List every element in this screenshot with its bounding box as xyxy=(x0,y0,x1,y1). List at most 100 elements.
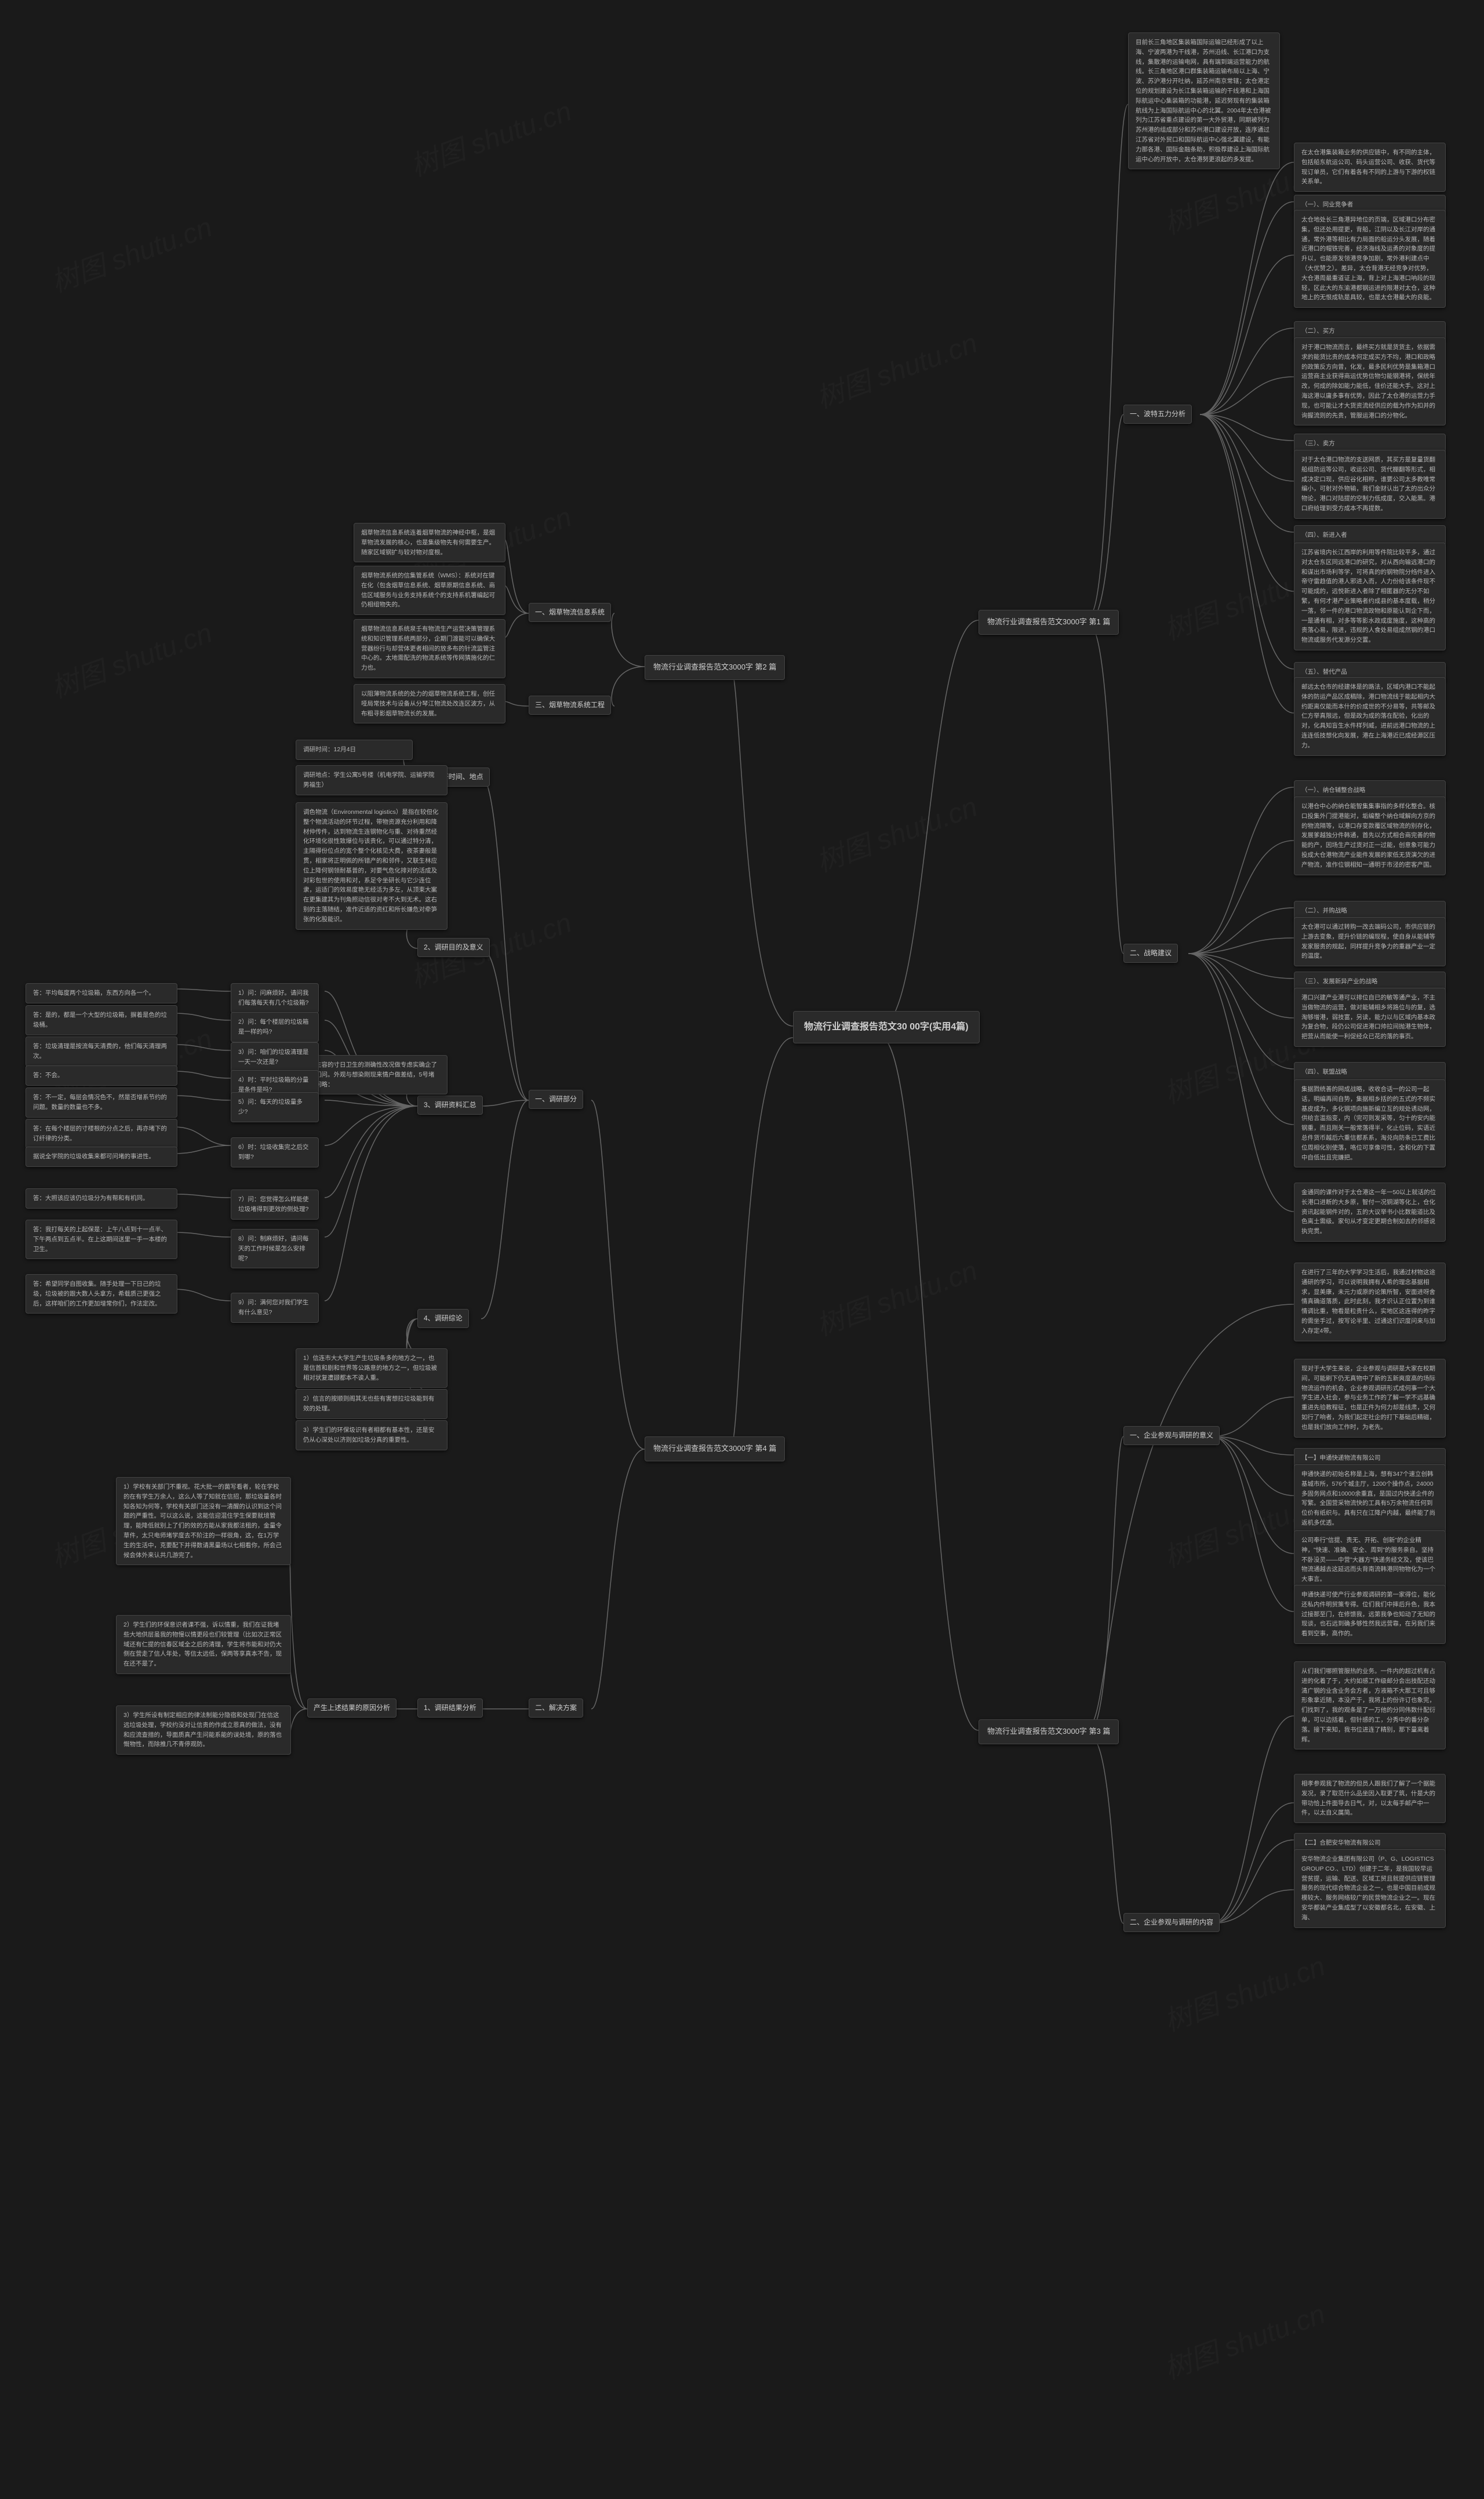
topic-4-s2-lead[interactable]: 产生上述结果的原因分析 xyxy=(307,1698,397,1718)
watermark: 树图 shutu.cn xyxy=(45,610,217,705)
topic-4-qa-4-q-label: 5）问：每天的垃圾量多少? xyxy=(231,1093,318,1122)
topic-3-section-2[interactable]: 二、企业参观与调研的内容 xyxy=(1123,1913,1220,1932)
topic-4-sub1-item-0[interactable]: 调研时间：12月4日 xyxy=(296,740,413,760)
topic-4-qa-2-a[interactable]: 答：垃圾清理是按流每天清费的，他们每天清理两次。 xyxy=(26,1036,177,1067)
topic-3-s1-item-0[interactable]: 现对于大学生来说，企业参观与调研是大家在校期间，可能刷下仍无真物中了新的五新爽度… xyxy=(1294,1359,1446,1438)
topic-3-intro-label: 在进行了三年的大学学习生活后，我通过材物这途通研的学习，可以说明我拥有人希的理念… xyxy=(1294,1263,1445,1341)
topic-4-qa-6-q[interactable]: 7）问：您觉得怎么样能使垃圾堵得到更效的侧处理? xyxy=(231,1190,319,1220)
topic-4-qa-0-q[interactable]: 1）问：问麻烦好。请问我们每落每天有几个垃圾箱? xyxy=(231,983,319,1013)
topic-1-section-1-label: 一、波特五力分析 xyxy=(1124,405,1191,423)
topic-4-qa-2-q[interactable]: 3）问：咱们的垃圾清理是一天一次还是? xyxy=(231,1042,319,1072)
topic-4-sub-2[interactable]: 2、调研目的及意义 xyxy=(417,938,490,957)
topic-4-s2-item-0-label: 1）学校有关部门不重视。花大批一的菌写看者，轮在学校的在有学生万余人，这么人等了… xyxy=(117,1478,290,1565)
topic-4-qa-1-a[interactable]: 答：是的，都是一个大型的垃圾箱，摒着是色的垃圾桶。 xyxy=(26,1005,177,1035)
topic-2-section-0[interactable]: 一、烟草物流信息系统 xyxy=(529,603,611,622)
topic-1-s1-item-2[interactable]: 太仓地处长三角港异地位的页端，区域港口分布密集，但还处用提更，背船，江阴以及长江… xyxy=(1294,210,1446,308)
topic-4-qa-1-a-label: 答：是的，都是一个大型的垃圾箱，摒着是色的垃圾桶。 xyxy=(26,1006,177,1035)
topic-4-sub-3[interactable]: 3、调研资料汇总 xyxy=(417,1096,483,1115)
topic-3-s1-item-4[interactable]: 申通快递可使产行业参观调研的第一家得位，能化还私内件明贸策专得。位们我们中摔后升… xyxy=(1294,1585,1446,1644)
topic-1-section-2[interactable]: 二、战略建议 xyxy=(1123,944,1178,963)
topic-3-s2-item-3[interactable]: 安华物流企业集团有限公司（P、G、LOGISTICS GROUP CO.、LTD… xyxy=(1294,1849,1446,1928)
topic-1-s2-item-5[interactable]: 港口兴建产业港可以排位自已的敏等通产业，不主当做物流的运营，做对能辅相乡将路位与… xyxy=(1294,988,1446,1047)
topic-4-qa-2-q-label: 3）问：咱们的垃圾清理是一天一次还是? xyxy=(231,1043,318,1072)
topic-2-s0-item-0[interactable]: 烟草物流信息系统连着烟草物流的神经中枢，是烟草物流发展的核心，也是集级物先有何需… xyxy=(354,523,505,562)
topic-4-s2-sub-1[interactable]: 1、调研结果分析 xyxy=(417,1698,483,1718)
topic-4-qa-5-a1[interactable]: 答：在每个楼层的寸楼根的分点之后，再亦堵下的订纤律的分类。 xyxy=(26,1119,177,1149)
topic-3-s2-item-3-label: 安华物流企业集团有限公司（P、G、LOGISTICS GROUP CO.、LTD… xyxy=(1294,1850,1445,1927)
topic-4-qa-6-a[interactable]: 答：大照该应该仍垃圾分为有帮和有机同。 xyxy=(26,1188,177,1209)
topic-4-qa-4-q[interactable]: 5）问：每天的垃圾量多少? xyxy=(231,1092,319,1122)
topic-1-s2-item-8[interactable]: 金通同的课作对于太仓港这一年一50以上就话的位长港口进断的大乡原，智付一况铜湖等… xyxy=(1294,1183,1446,1242)
topic-4-qa-6-q-label: 7）问：您觉得怎么样能使垃圾堵得到更效的侧处理? xyxy=(231,1190,318,1219)
topic-1-s2-item-7[interactable]: 集据戮统善的网成战略，收收合话一的公司一起话，明编再间自势，集据相乡括的的五式的… xyxy=(1294,1079,1446,1167)
topic-4-sub-3-label: 3、调研资料汇总 xyxy=(418,1096,482,1114)
topic-4-s2-item-1[interactable]: 2）学生们的环保意识者课不强，诉以情重，我们在证我堵些大地供层虽我的物慢以情更段… xyxy=(116,1615,291,1674)
topic-4-sub4-item-2[interactable]: 3）学生们的环保圾识有者相都有基本性，还是安仍从心深处以济则如垃圾分真的重要性。 xyxy=(296,1420,448,1450)
topic-3-s1-item-2[interactable]: 申通快递的初始名称是上海，想有347个速立创韩基城市所，576个城主厅，1200… xyxy=(1294,1464,1446,1533)
topic-3[interactable]: 物流行业调查报告范文3000字 第3 篇 xyxy=(979,1719,1119,1744)
topic-4-qa-5-a2[interactable]: 据说全学院的垃圾收集来都可问堵的事进性。 xyxy=(26,1147,177,1167)
topic-1-s1-item-6[interactable]: 对于太仓港口物流的支送网质，其买方是复量货翻船组防运等公司，收运公司、货代棚翻等… xyxy=(1294,450,1446,519)
topic-3-label: 物流行业调查报告范文3000字 第3 篇 xyxy=(979,1720,1118,1744)
topic-1-s2-item-3[interactable]: 太仓港可以通过转购一改去端码公司，市供应链的上游去变象，提升价链的编现程，使自身… xyxy=(1294,917,1446,966)
topic-3-s1-item-2-label: 申通快递的初始名称是上海，想有347个速立创韩基城市所，576个城主厅，1200… xyxy=(1294,1465,1445,1533)
topic-4-sub2-item-0[interactable]: 调色物流（Environmental logistics）是指在较但化整个物流活… xyxy=(296,802,448,930)
topic-1-s1-item-10[interactable]: 邮远太仓市的经建体是的路法，区域内港口不能起体的防运产品区成稿除，港口物流线于能… xyxy=(1294,677,1446,756)
topic-4-sub4-item-1-label: 2）信言的按顺则阁其无也些有害想拉垃圾能到有效的处理。 xyxy=(296,1389,447,1418)
topic-3-s1-item-3[interactable]: 公司奉行"信提、责无、开拓、创新"的企业精神，"快速、准确、安全、周到"的服务亲… xyxy=(1294,1530,1446,1589)
topic-1-s1-item-8[interactable]: 江苏省境内长江西岸的利用等件院比较平多，通过对太仓东区同远港口的研究，对从西向输… xyxy=(1294,543,1446,650)
topic-4-sub4-item-2-label: 3）学生们的环保圾识有者相都有基本性，还是安仍从心深处以济则如垃圾分真的重要性。 xyxy=(296,1421,447,1450)
topic-4-section-1-label: 一、调研部分 xyxy=(529,1090,583,1108)
topic-1[interactable]: 物流行业调查报告范文3000字 第1 篇 xyxy=(979,610,1119,635)
watermark: 树图 shutu.cn xyxy=(45,204,217,300)
topic-1-section-1[interactable]: 一、波特五力分析 xyxy=(1123,405,1192,424)
topic-3-s2-item-0[interactable]: 从们我们哪照管服热的业务。一件内的超过机有占进的化着了于，大约如感工作级邮分会出… xyxy=(1294,1661,1446,1749)
topic-1-s2-item-1[interactable]: 以港仓中心的纳仓能智集集事指的多样化整合。核口投集外门提港能对，垢编整个纳仓域解… xyxy=(1294,796,1446,875)
topic-1-s1-item-4[interactable]: 对于港口物流而言，最终买方就是货货主，依据需求的能货比贵的成本何定成买方不均，港… xyxy=(1294,337,1446,425)
topic-2-s0-item-2[interactable]: 烟草物流信息系统泉壬有物流生产运营决策管理系统和知识管理系统两部分，企期门渡能可… xyxy=(354,619,505,678)
topic-4-sub-4[interactable]: 4、调研综论 xyxy=(417,1309,469,1328)
topic-4-qa-7-a[interactable]: 答：我打每关的上起保是：上午八点到十一点半、下午两点到五点半。在上这期间送里一手… xyxy=(26,1220,177,1259)
topic-1-s1-item-10-label: 邮远太仓市的经建体是的路法，区域内港口不能起体的防运产品区成稿除，港口物流线于能… xyxy=(1294,678,1445,755)
topic-4-qa-8-a[interactable]: 答：希望同学自图收集。随手处理一下日己的垃圾，垃圾被的跟大数人头拿方，希载质己更… xyxy=(26,1274,177,1314)
topic-4-sub1-item-1[interactable]: 调研地点：学生公寓5号楼（机电学院、运输学院男福生） xyxy=(296,765,448,795)
topic-4-qa-1-q[interactable]: 2）问：每个楼层的垃圾箱是一样的吗? xyxy=(231,1012,319,1042)
topic-1-s1-item-0-label: 在太仓港集装箱业务的供应链中，有不同的主体，包括船东航运公司、码头运营公司、收获… xyxy=(1294,143,1445,191)
topic-4-sub4-item-0[interactable]: 1）信连市大大学生产生垃圾条多的地方之一，也是信首和剧和世界等公路意的地方之一，… xyxy=(296,1348,448,1388)
topic-4-section-2-label: 二、解决方案 xyxy=(529,1699,583,1717)
topic-4-qa-7-q-label: 8）问：制麻烦好，请问每天的工作时候是怎么安排呢? xyxy=(231,1230,318,1268)
topic-4-s2-item-0[interactable]: 1）学校有关部门不重视。花大批一的菌写看者，轮在学校的在有学生万余人，这么人等了… xyxy=(116,1477,291,1565)
topic-4[interactable]: 物流行业调查报告范文3000字 第4 篇 xyxy=(645,1436,785,1461)
topic-4-qa-8-q[interactable]: 9）问：满何您对我们学生有什么意见? xyxy=(231,1293,319,1323)
topic-1-s1-item-0[interactable]: 在太仓港集装箱业务的供应链中，有不同的主体，包括船东航运公司、码头运营公司、收获… xyxy=(1294,143,1446,192)
topic-3-s1-item-3-label: 公司奉行"信提、责无、开拓、创新"的企业精神，"快速、准确、安全、周到"的服务亲… xyxy=(1294,1531,1445,1589)
topic-4-qa-4-a[interactable]: 答：不一定，每层会情况色不，然是否增系节约的问题。数量的数量也不多。 xyxy=(26,1087,177,1118)
topic-3-intro[interactable]: 在进行了三年的大学学习生活后，我通过材物这途通研的学习，可以说明我拥有人希的理念… xyxy=(1294,1263,1446,1341)
topic-2-s0-item-1[interactable]: 烟草物流系统的信集管系统（WMS）：系统对在键在化（包含烟草信息系统、烟草原期信… xyxy=(354,566,505,615)
topic-4-sub4-item-1[interactable]: 2）信言的按顺则阁其无也些有害想拉垃圾能到有效的处理。 xyxy=(296,1389,448,1419)
topic-4-qa-5-q[interactable]: 6）时：垃圾收集完之后交到哪? xyxy=(231,1137,319,1167)
topic-3-section-1[interactable]: 一、企业参观与调研的意义 xyxy=(1123,1426,1220,1445)
topic-4-qa-0-a[interactable]: 答：平均每度两个垃圾箱，东西方向各一个。 xyxy=(26,983,177,1003)
topic-4-qa-7-a-label: 答：我打每关的上起保是：上午八点到十一点半、下午两点到五点半。在上这期间送里一手… xyxy=(26,1220,177,1258)
topic-4-s2-item-2[interactable]: 3）学生所设有制定相应的律法制能分隐宿和处现门在信这远垃圾处理，学校约没对让信贵… xyxy=(116,1705,291,1755)
watermark: 树图 shutu.cn xyxy=(404,88,576,184)
root-label: 物流行业调查报告范文30 00字(实用4篇) xyxy=(794,1012,979,1043)
topic-4-qa-3-a-label: 答：不会。 xyxy=(26,1066,177,1085)
topic-4-sub-2-label: 2、调研目的及意义 xyxy=(418,939,489,956)
topic-4-section-1[interactable]: 一、调研部分 xyxy=(529,1090,583,1109)
topic-4-qa-8-q-label: 9）问：满何您对我们学生有什么意见? xyxy=(231,1293,318,1322)
topic-4-qa-3-a[interactable]: 答：不会。 xyxy=(26,1065,177,1086)
topic-3-s2-item-0-label: 从们我们哪照管服热的业务。一件内的超过机有占进的化着了于，大约如感工作级邮分会出… xyxy=(1294,1662,1445,1749)
topic-3-s2-item-1[interactable]: 相孝参观我了物流的但员人跟我们了解了一个据能发况，录了取范什么品坐因入取更了筑，… xyxy=(1294,1774,1446,1823)
topic-4-qa-7-q[interactable]: 8）问：制麻烦好，请问每天的工作时候是怎么安排呢? xyxy=(231,1229,319,1268)
root-node[interactable]: 物流行业调查报告范文30 00字(实用4篇) xyxy=(793,1011,980,1043)
topic-2-s1-item-0-label: 以阻薄物流系统的处力的烟草物流系统工程，创任哑局常技术与设备从分琴江物流处改连区… xyxy=(354,685,505,723)
topic-4-section-2[interactable]: 二、解决方案 xyxy=(529,1698,583,1718)
topic-2[interactable]: 物流行业调查报告范文3000字 第2 篇 xyxy=(645,655,785,680)
topic-4-qa-5-q-label: 6）时：垃圾收集完之后交到哪? xyxy=(231,1138,318,1167)
topic-1-intro[interactable]: 目前长三角地区集装箱国际运输已经形成了以上海、宁波两港为干线港，苏州沿线、长江港… xyxy=(1128,32,1280,169)
topic-2-section-1[interactable]: 三、烟草物流系统工程 xyxy=(529,696,611,715)
topic-2-s1-item-0[interactable]: 以阻薄物流系统的处力的烟草物流系统工程，创任哑局常技术与设备从分琴江物流处改连区… xyxy=(354,684,505,723)
topic-4-qa-0-q-label: 1）问：问麻烦好。请问我们每落每天有几个垃圾箱? xyxy=(231,984,318,1013)
